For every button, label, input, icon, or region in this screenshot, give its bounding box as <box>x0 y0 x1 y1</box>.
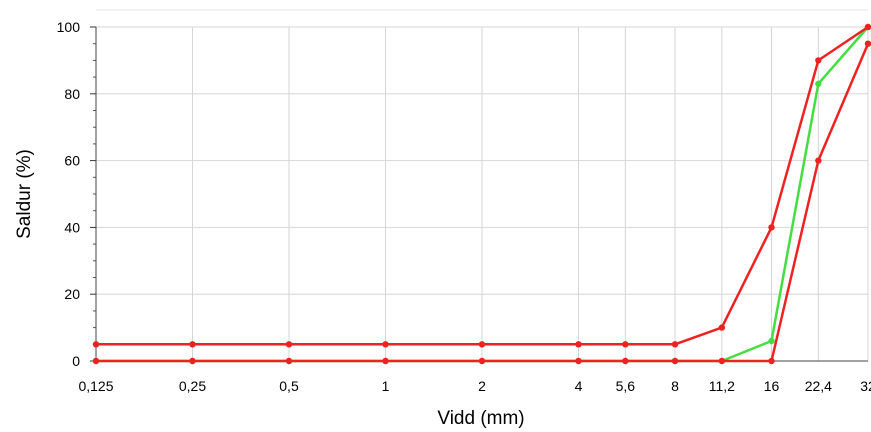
data-point <box>815 80 822 87</box>
data-point <box>718 324 726 331</box>
data-point <box>285 341 293 348</box>
x-tick-label: 22,4 <box>805 378 832 394</box>
data-point <box>382 357 389 365</box>
data-point <box>575 341 582 348</box>
series-line-3 <box>96 43 870 363</box>
x-tick-label: 0,25 <box>179 378 206 394</box>
series-line-2 <box>96 25 869 346</box>
x-tick-label: 2 <box>478 378 486 394</box>
data-point <box>768 337 775 345</box>
x-axis-label: Vidd (mm) <box>437 408 524 429</box>
y-tick-label: 100 <box>57 19 81 35</box>
x-tick-label: 4 <box>575 378 583 394</box>
x-tick-label: 11,2 <box>709 378 735 394</box>
x-tick-label: 1 <box>382 378 390 394</box>
data-point <box>478 341 486 348</box>
data-point <box>671 357 679 365</box>
data-point <box>285 357 293 365</box>
x-tick-label: 16 <box>764 378 780 394</box>
y-axis-label: Saldur (%) <box>14 149 35 239</box>
y-tick-label: 40 <box>64 219 80 235</box>
data-point <box>815 157 822 164</box>
axes <box>90 9 868 362</box>
grid <box>95 26 869 362</box>
data-point <box>189 341 196 348</box>
x-tick-label: 0,5 <box>279 378 299 394</box>
data-point <box>622 357 629 365</box>
data-point <box>768 357 775 365</box>
data-point <box>189 357 196 365</box>
data-point <box>622 341 629 348</box>
data-point <box>478 357 486 365</box>
y-tick-label: 80 <box>64 86 80 102</box>
data-point <box>92 357 100 365</box>
x-tick-label: 32 <box>860 378 871 394</box>
data-point <box>768 224 775 231</box>
data-point <box>864 40 871 47</box>
x-tick-label: 5,6 <box>616 378 636 394</box>
data-point <box>575 357 582 365</box>
tick-labels: 0,125 0,25 0,5 1 2 4 5,6 8 11,2 16 22,4 32 0 20 40 60 80… <box>57 19 871 394</box>
data-point <box>718 357 726 365</box>
y-tick-label: 0 <box>72 353 80 369</box>
x-tick-label: 0,125 <box>78 378 113 394</box>
x-tick-label: 8 <box>671 378 679 394</box>
y-tick-label: 20 <box>64 286 80 302</box>
data-point <box>671 341 679 348</box>
data-point <box>864 23 871 31</box>
y-tick-label: 60 <box>64 153 80 169</box>
series-lines <box>92 23 871 365</box>
data-point <box>815 57 822 64</box>
data-point <box>92 341 100 348</box>
data-point <box>382 341 389 348</box>
